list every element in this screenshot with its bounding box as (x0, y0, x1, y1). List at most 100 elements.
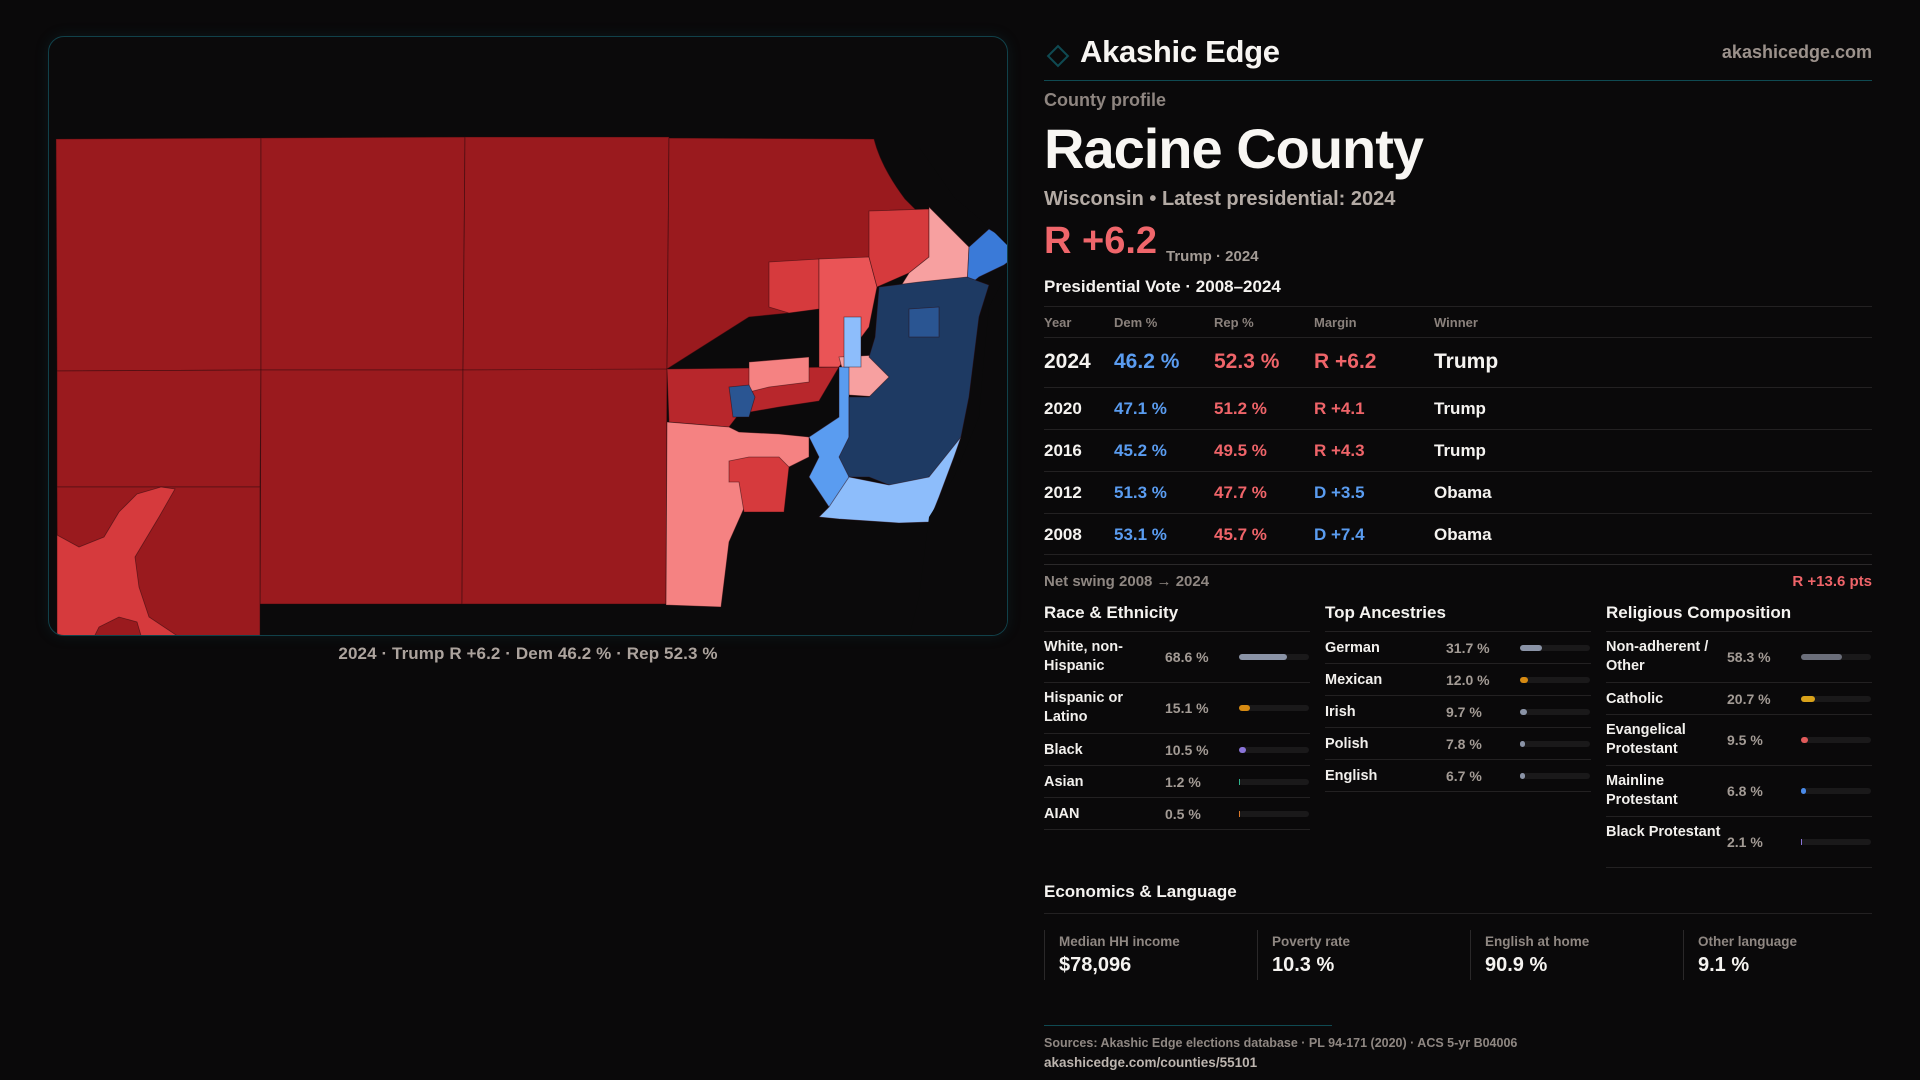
precinct-choropleth[interactable] (49, 37, 1008, 636)
county-permalink[interactable]: akashicedge.com/counties/55101 (1044, 1055, 1258, 1070)
precinct-corridor-blue[interactable] (728, 384, 756, 418)
rep-pct-cell: 51.2 % (1214, 399, 1267, 418)
table-row: 2012 51.3 % 47.7 % D +3.5 Obama (1044, 471, 1872, 513)
rep-pct-cell: 49.5 % (1214, 441, 1267, 460)
list-item: Black Protestant 2.1 % (1606, 817, 1872, 868)
dem-pct-cell: 51.3 % (1114, 483, 1167, 502)
item-value: 6.7 % (1446, 768, 1482, 784)
rep-pct-cell: 47.7 % (1214, 483, 1267, 502)
item-label: Hispanic or Latino (1044, 690, 1123, 725)
item-label: Catholic (1606, 691, 1664, 707)
list-item: English 6.7 % (1325, 760, 1591, 792)
headline-margin: R +6.2 (1044, 220, 1158, 262)
item-value: 20.7 % (1727, 691, 1771, 707)
margin-cell: R +4.1 (1314, 399, 1365, 418)
precinct-township-s3[interactable] (461, 368, 668, 605)
item-label: English (1325, 768, 1378, 784)
list-item: German 31.7 % (1325, 632, 1591, 664)
item-value: 9.5 % (1727, 732, 1763, 748)
brand-name: Akashic Edge (1080, 34, 1280, 69)
winner-cell: Obama (1434, 483, 1492, 502)
economics-header: Economics & Language (1044, 882, 1872, 914)
share-bar-fill (1239, 654, 1288, 660)
margin-cell: R +6.2 (1314, 350, 1377, 373)
share-bar-fill (1239, 811, 1240, 817)
list-item: AIAN 0.5 % (1044, 798, 1310, 830)
sources-divider (1044, 1025, 1332, 1026)
share-bar-fill (1520, 709, 1527, 715)
item-value: 9.7 % (1446, 704, 1482, 720)
stat-median-income: Median HH income $78,096 (1044, 930, 1256, 980)
ancestry-heading: Top Ancestries (1325, 602, 1591, 632)
share-bar-fill (1239, 705, 1250, 711)
item-value: 31.7 % (1446, 640, 1490, 656)
religion-heading: Religious Composition (1606, 602, 1872, 632)
precinct-township-w-mid[interactable] (56, 369, 262, 488)
page-title: Racine County (1044, 117, 1424, 180)
share-bar (1239, 654, 1309, 660)
brand-url-link[interactable]: akashicedge.com (1721, 42, 1872, 62)
margin-cell: R +4.3 (1314, 441, 1365, 460)
item-label: Irish (1325, 704, 1356, 720)
share-bar (1239, 747, 1309, 753)
year-cell: 2016 (1044, 441, 1082, 460)
list-item: Mexican 12.0 % (1325, 664, 1591, 696)
presidential-heading: Presidential Vote · 2008–2024 (1044, 277, 1281, 296)
ancestry-section: Top Ancestries German 31.7 % Mexican 12.0 %… (1325, 602, 1591, 792)
share-bar (1520, 741, 1590, 747)
precinct-township-nw[interactable] (55, 137, 262, 372)
precinct-township-n3[interactable] (462, 136, 670, 371)
table-row: 2016 45.2 % 49.5 % R +4.3 Trump (1044, 429, 1872, 471)
item-label: German (1325, 640, 1380, 656)
share-bar-fill (1520, 741, 1526, 747)
list-item: Non-adherent / Other 58.3 % (1606, 632, 1872, 683)
table-header-row: Year Dem % Rep % Margin Winner (1044, 306, 1872, 337)
religion-section: Religious Composition Non-adherent / Oth… (1606, 602, 1872, 868)
item-value: 7.8 % (1446, 736, 1482, 752)
stat-label: Poverty rate (1272, 934, 1351, 949)
precinct-rural-east-slight[interactable] (665, 421, 810, 608)
share-bar (1801, 788, 1871, 794)
table-row: 2024 46.2 % 52.3 % R +6.2 Trump (1044, 337, 1872, 387)
net-swing-label: Net swing 2008 → 2024 (1044, 573, 1210, 590)
stat-label: Median HH income (1059, 934, 1180, 949)
dem-pct-cell: 46.2 % (1114, 350, 1180, 373)
share-bar (1801, 696, 1871, 702)
dem-pct-cell: 45.2 % (1114, 441, 1167, 460)
item-label: Mexican (1325, 672, 1383, 688)
stat-english-at-home: English at home 90.9 % (1470, 930, 1682, 980)
share-bar (1520, 709, 1590, 715)
race-ethnicity-section: Race & Ethnicity White, non-Hispanic 68.6… (1044, 602, 1310, 830)
economics-heading: Economics & Language (1044, 882, 1237, 901)
item-value: 12.0 % (1446, 672, 1490, 688)
item-label: Non-adherent / Other (1606, 639, 1709, 674)
headline-margin-detail: Trump · 2024 (1166, 248, 1259, 265)
table-row: 2008 53.1 % 45.7 % D +7.4 Obama (1044, 513, 1872, 555)
column-header-winner: Winner (1434, 315, 1478, 330)
item-label: Evangelical Protestant (1606, 722, 1686, 757)
presidential-vote-table: Year Dem % Rep % Margin Winner 2024 46.2 … (1044, 306, 1872, 555)
precinct-township-s2[interactable] (259, 369, 464, 605)
item-label: Mainline Protestant (1606, 773, 1678, 808)
precinct-township-n2[interactable] (260, 136, 466, 371)
share-bar-fill (1801, 654, 1842, 660)
precinct-east-mid-1[interactable] (768, 258, 820, 314)
share-bar-fill (1239, 779, 1240, 785)
list-item: Mainline Protestant 6.8 % (1606, 766, 1872, 817)
item-value: 58.3 % (1727, 649, 1771, 665)
precinct-d-slight-south[interactable] (818, 436, 962, 524)
precinct-racine-tilt[interactable] (908, 306, 940, 338)
share-bar-fill (1801, 788, 1806, 794)
stat-other-language: Other language 9.1 % (1683, 930, 1895, 980)
share-bar (1801, 654, 1871, 660)
precinct-east-lean-1[interactable] (728, 456, 790, 513)
precinct-burlington[interactable] (56, 486, 189, 636)
year-cell: 2008 (1044, 525, 1082, 544)
share-bar (1520, 773, 1590, 779)
county-map[interactable] (48, 36, 1008, 636)
precinct-d-slight-strip[interactable] (843, 316, 862, 368)
header-divider (1044, 80, 1872, 81)
lake-michigan (909, 147, 1007, 635)
list-item: Asian 1.2 % (1044, 766, 1310, 798)
list-item: Hispanic or Latino 15.1 % (1044, 683, 1310, 734)
